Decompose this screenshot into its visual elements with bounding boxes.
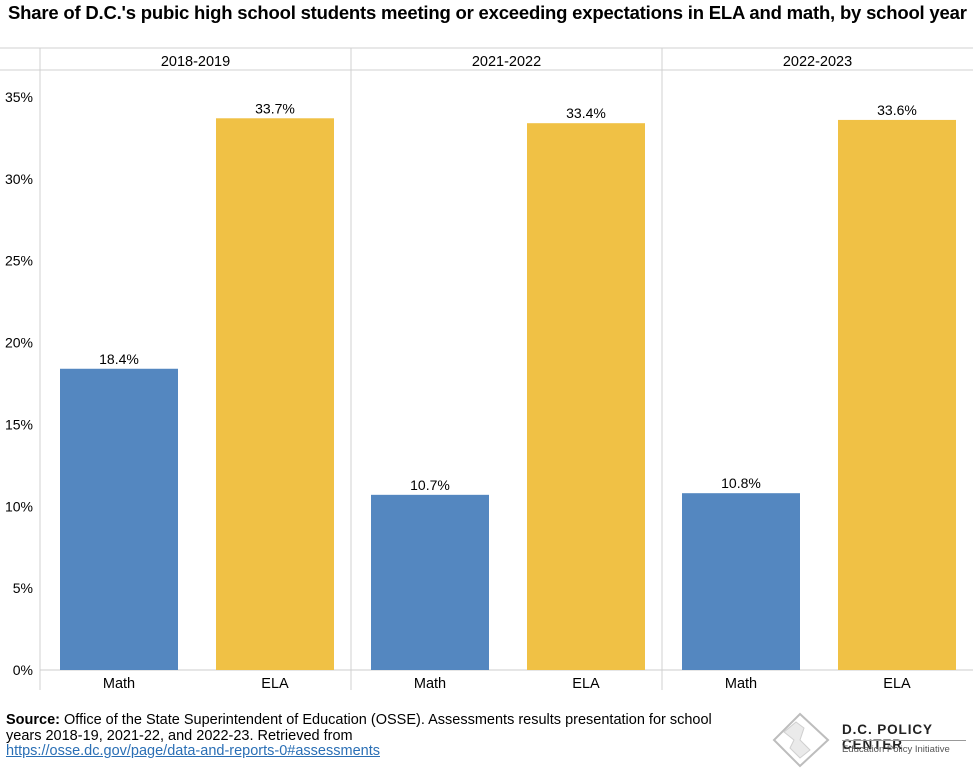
logo-subtitle: Education Policy Initiative	[842, 744, 950, 755]
bar-math	[60, 368, 178, 670]
logo-divider	[842, 740, 966, 741]
bar-ela	[216, 118, 334, 671]
y-tick-label: 20%	[5, 335, 33, 351]
y-tick-label: 10%	[5, 498, 33, 514]
y-tick-label: 30%	[5, 171, 33, 187]
source-label: Source:	[6, 712, 60, 728]
dc-map-logo-icon	[772, 712, 830, 768]
chart-title: Share of D.C.'s pubic high school studen…	[8, 2, 967, 23]
source-text: Office of the State Superintendent of Ed…	[6, 712, 712, 744]
facet-label: 2022-2023	[783, 54, 852, 70]
x-tick-label: ELA	[261, 676, 289, 692]
facet-label: 2018-2019	[161, 54, 230, 70]
y-tick-label: 25%	[5, 253, 33, 269]
source-link[interactable]: https://osse.dc.gov/page/data-and-report…	[6, 743, 380, 759]
y-tick-label: 15%	[5, 416, 33, 432]
data-label: 10.8%	[721, 475, 761, 491]
dc-policy-center-logo: D.C. POLICY CENTER Education Policy Init…	[770, 710, 970, 768]
x-tick-label: ELA	[883, 676, 911, 692]
bar-chart: 0% 5% 10% 15% 20% 25% 30% 35% 2018-2019 18.4% Math…	[0, 47, 973, 692]
y-tick-label: 0%	[13, 662, 33, 678]
y-tick-label: 5%	[13, 580, 33, 596]
y-tick-label: 35%	[5, 89, 33, 105]
data-label: 10.7%	[410, 477, 450, 493]
bar-ela	[838, 119, 956, 671]
source-note: Source: Office of the State Superintende…	[6, 712, 736, 760]
data-label: 18.4%	[99, 351, 139, 367]
data-label: 33.7%	[255, 100, 295, 116]
data-label: 33.6%	[877, 102, 917, 118]
data-label: 33.4%	[566, 105, 606, 121]
bar-math	[371, 494, 489, 670]
facet-label: 2021-2022	[472, 54, 541, 70]
x-tick-label: Math	[414, 676, 446, 692]
bar-math	[682, 493, 800, 670]
x-tick-label: Math	[725, 676, 757, 692]
bar-ela	[527, 123, 645, 671]
x-tick-label: Math	[103, 676, 135, 692]
x-tick-label: ELA	[572, 676, 600, 692]
